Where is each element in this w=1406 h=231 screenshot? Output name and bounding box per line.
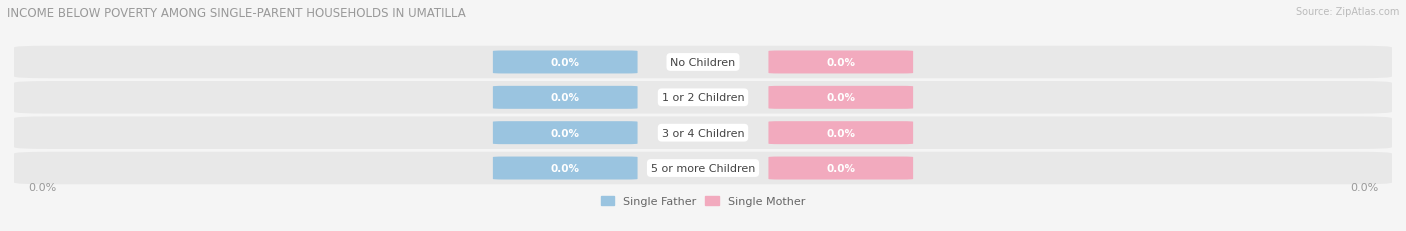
Text: Source: ZipAtlas.com: Source: ZipAtlas.com [1295,7,1399,17]
Text: No Children: No Children [671,58,735,68]
FancyBboxPatch shape [14,46,1392,79]
Text: 0.0%: 0.0% [551,128,579,138]
FancyBboxPatch shape [14,82,1392,114]
FancyBboxPatch shape [14,152,1392,185]
Text: 0.0%: 0.0% [827,163,855,173]
Text: 0.0%: 0.0% [827,128,855,138]
Text: 3 or 4 Children: 3 or 4 Children [662,128,744,138]
Text: 1 or 2 Children: 1 or 2 Children [662,93,744,103]
Text: INCOME BELOW POVERTY AMONG SINGLE-PARENT HOUSEHOLDS IN UMATILLA: INCOME BELOW POVERTY AMONG SINGLE-PARENT… [7,7,465,20]
FancyBboxPatch shape [494,51,637,74]
FancyBboxPatch shape [494,157,637,180]
Text: 0.0%: 0.0% [827,58,855,68]
FancyBboxPatch shape [494,86,637,109]
Text: 0.0%: 0.0% [551,163,579,173]
FancyBboxPatch shape [769,157,912,180]
Text: 0.0%: 0.0% [827,93,855,103]
Text: 0.0%: 0.0% [1350,183,1378,193]
Text: 0.0%: 0.0% [551,93,579,103]
FancyBboxPatch shape [769,122,912,145]
Legend: Single Father, Single Mother: Single Father, Single Mother [600,196,806,206]
FancyBboxPatch shape [494,122,637,145]
Text: 5 or more Children: 5 or more Children [651,163,755,173]
FancyBboxPatch shape [14,117,1392,149]
Text: 0.0%: 0.0% [551,58,579,68]
Text: 0.0%: 0.0% [28,183,56,193]
FancyBboxPatch shape [769,86,912,109]
FancyBboxPatch shape [769,51,912,74]
